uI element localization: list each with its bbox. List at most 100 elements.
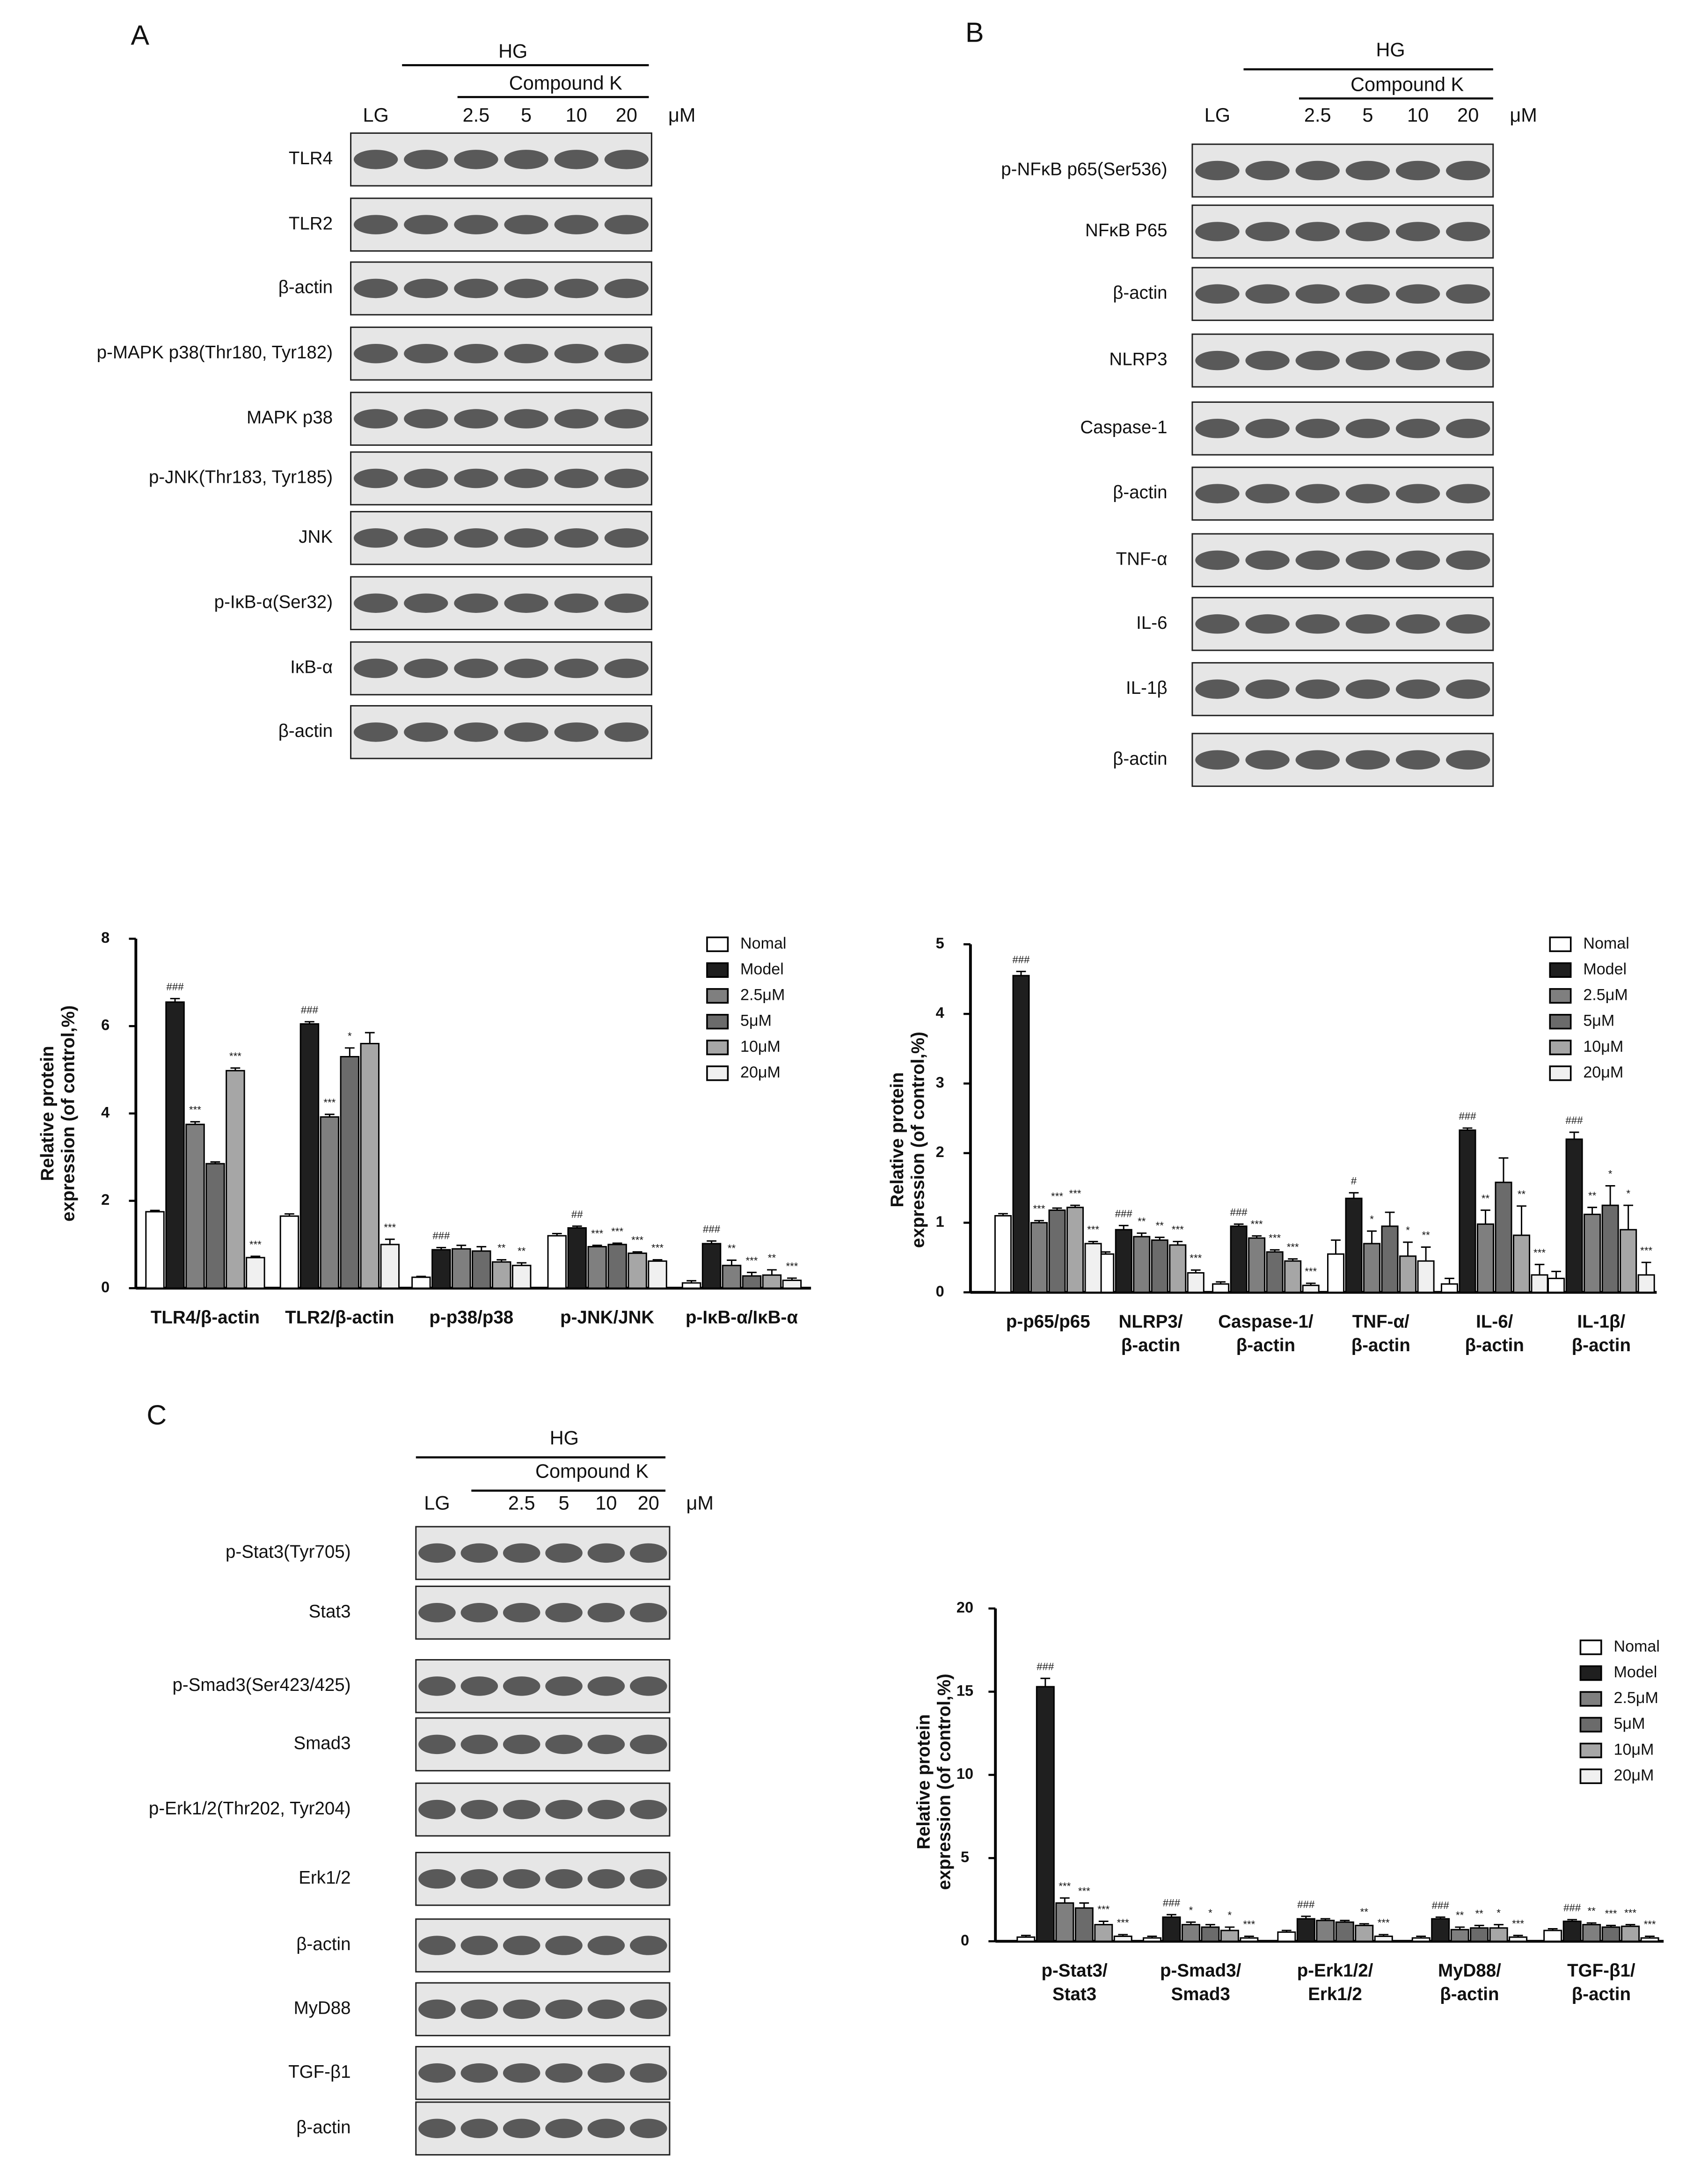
bar — [1489, 1927, 1508, 1942]
error-bar — [1098, 1921, 1109, 1925]
bar — [1284, 1260, 1302, 1293]
bar — [1113, 1936, 1132, 1942]
legend-label: 2.5μM — [740, 986, 785, 1004]
bar — [1531, 1274, 1548, 1293]
significance-label: * — [348, 1030, 352, 1042]
significance-label: *** — [189, 1104, 201, 1116]
y-tick-label: 0 — [961, 1931, 969, 1949]
legend-label: Model — [1614, 1663, 1657, 1681]
y-axis-label: Relative protein expression (of control,%… — [913, 1674, 954, 1890]
y-label-line: Relative protein — [37, 1046, 58, 1181]
blot-band — [1446, 679, 1490, 699]
blot-strip — [1191, 204, 1494, 259]
bar — [1495, 1181, 1512, 1293]
blot-strip — [350, 576, 652, 630]
error-bar — [1455, 1926, 1465, 1930]
bar — [1440, 1283, 1458, 1293]
blot-band — [604, 343, 649, 364]
bar — [1142, 1937, 1161, 1942]
subgroup-header: Compound K — [1350, 73, 1464, 95]
error-bar — [1367, 1230, 1377, 1244]
x-tick-label: p-Smad3/ — [1160, 1961, 1241, 1981]
blot-band — [503, 1936, 540, 1955]
lane-label: 10 — [1407, 104, 1429, 126]
blot-band — [545, 1676, 583, 1696]
blot-band — [1245, 550, 1290, 570]
bar — [701, 1243, 722, 1289]
blot-label: β-actin — [296, 1934, 350, 1954]
blot-band — [587, 2119, 625, 2139]
blot-band — [1195, 284, 1240, 304]
blot-label: β-actin — [1113, 749, 1167, 769]
blot-band — [353, 528, 398, 548]
blot-band — [545, 2119, 583, 2139]
error-bar — [1288, 1258, 1298, 1261]
group-header: HG — [550, 1427, 579, 1449]
blot-band — [1245, 419, 1290, 438]
blot-band — [587, 1676, 625, 1696]
significance-label: *** — [1640, 1245, 1652, 1256]
blot-band — [1195, 160, 1240, 181]
error-bar — [1070, 1204, 1080, 1208]
x-tick-label: TNF-α/ — [1352, 1312, 1409, 1332]
bar — [452, 1248, 471, 1289]
error-bar — [170, 997, 180, 1002]
error-bar — [1154, 1237, 1165, 1240]
blot-band — [503, 1676, 540, 1696]
y-label-line: Relative protein — [887, 1072, 907, 1208]
y-tick-label: 2 — [101, 1191, 109, 1208]
blot-band — [630, 1734, 667, 1755]
legend-swatch — [1579, 1742, 1602, 1758]
blot-band — [460, 1603, 498, 1623]
error-bar — [1606, 1924, 1616, 1927]
y-tick-label: 2 — [936, 1143, 944, 1160]
error-bar — [1079, 1902, 1089, 1908]
lane-label: 5 — [1362, 104, 1373, 126]
lane-label: 2.5 — [508, 1492, 535, 1514]
bar — [1115, 1229, 1132, 1293]
blot-band — [503, 2063, 540, 2083]
blot-band — [418, 1999, 456, 2019]
bar — [1162, 1916, 1181, 1942]
significance-label: *** — [746, 1255, 758, 1267]
lane-label: 20 — [616, 104, 637, 126]
blot-label: β-actin — [278, 277, 333, 298]
bar — [1513, 1234, 1531, 1293]
error-bar — [1059, 1897, 1070, 1903]
blot-strip — [350, 326, 652, 381]
blot-strip — [415, 1659, 671, 1713]
blot-band — [1195, 350, 1240, 371]
x-tick-label: Stat3 — [1052, 1984, 1096, 2004]
blot-band — [1345, 419, 1390, 438]
error-bar — [1190, 1269, 1201, 1273]
bar — [607, 1244, 627, 1289]
lane-label: 10 — [595, 1492, 617, 1514]
blot-band — [404, 722, 448, 742]
error-bar — [1101, 1251, 1111, 1254]
blot-band — [1446, 222, 1490, 241]
significance-label: *** — [1624, 1907, 1636, 1919]
error-bar — [1088, 1241, 1098, 1244]
blot-band — [503, 1603, 540, 1623]
blot-band — [404, 278, 448, 299]
bar — [1509, 1936, 1528, 1942]
x-tick-label: NLRP3/ — [1119, 1312, 1183, 1332]
lane-label: 5 — [559, 1492, 569, 1514]
blot-strip — [350, 641, 652, 696]
y-tick-label: 6 — [101, 1016, 109, 1034]
bar — [299, 1023, 320, 1289]
blot-label: β-actin — [1113, 283, 1167, 303]
error-bar — [652, 1259, 663, 1261]
legend-swatch — [1549, 1014, 1572, 1030]
blot-band — [1395, 350, 1440, 371]
blot-band — [554, 150, 599, 169]
significance-label: *** — [1243, 1919, 1255, 1930]
blot-strip — [1191, 597, 1494, 651]
lane-label: 2.5 — [1304, 104, 1331, 126]
blot-band — [460, 2119, 498, 2139]
blot-label: β-actin — [278, 721, 333, 741]
error-bar — [1587, 1207, 1597, 1215]
error-bar — [592, 1245, 602, 1247]
bar — [1266, 1251, 1284, 1293]
legend-swatch — [1579, 1665, 1602, 1681]
